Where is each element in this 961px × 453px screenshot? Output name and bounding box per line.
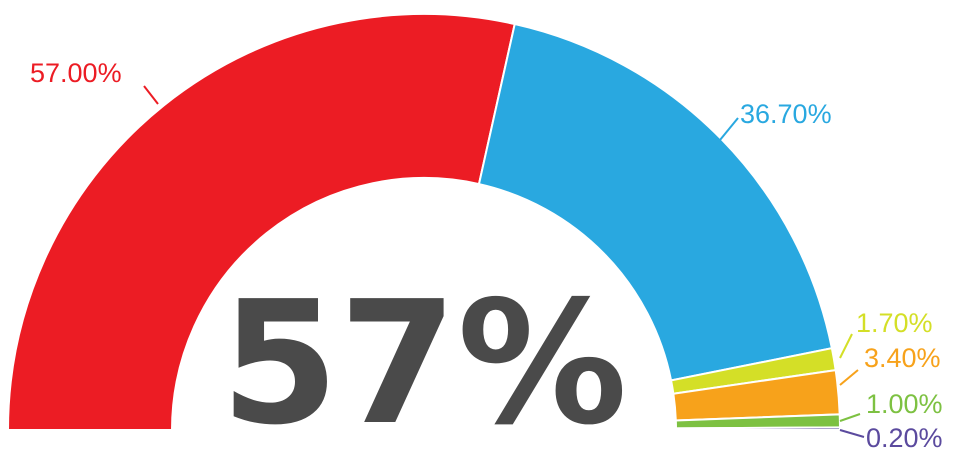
leader-line-3 [839, 333, 853, 359]
center-value-label: 57% [221, 265, 628, 453]
leader-line-2 [719, 117, 739, 141]
data-label-6: 0.20% [866, 423, 943, 453]
leader-line-4 [839, 369, 859, 386]
data-label-2: 36.70% [740, 99, 832, 129]
leader-line-6 [839, 429, 865, 438]
leader-line-1 [143, 85, 159, 105]
chart-data-labels: 57.00% 36.70% 1.70% 3.40% 1.00% 0.20% [30, 58, 943, 453]
data-label-1: 57.00% [30, 58, 122, 88]
pie-slice-1 [6, 13, 516, 431]
pie-slice-6 [674, 426, 842, 431]
data-label-5: 1.00% [866, 389, 943, 419]
chart-slices [6, 13, 842, 431]
leader-line-5 [839, 413, 861, 422]
chart-leader-lines [143, 85, 865, 438]
data-label-3: 1.70% [856, 308, 933, 338]
data-label-4: 3.40% [864, 343, 941, 373]
pie-slice-2 [477, 22, 834, 382]
